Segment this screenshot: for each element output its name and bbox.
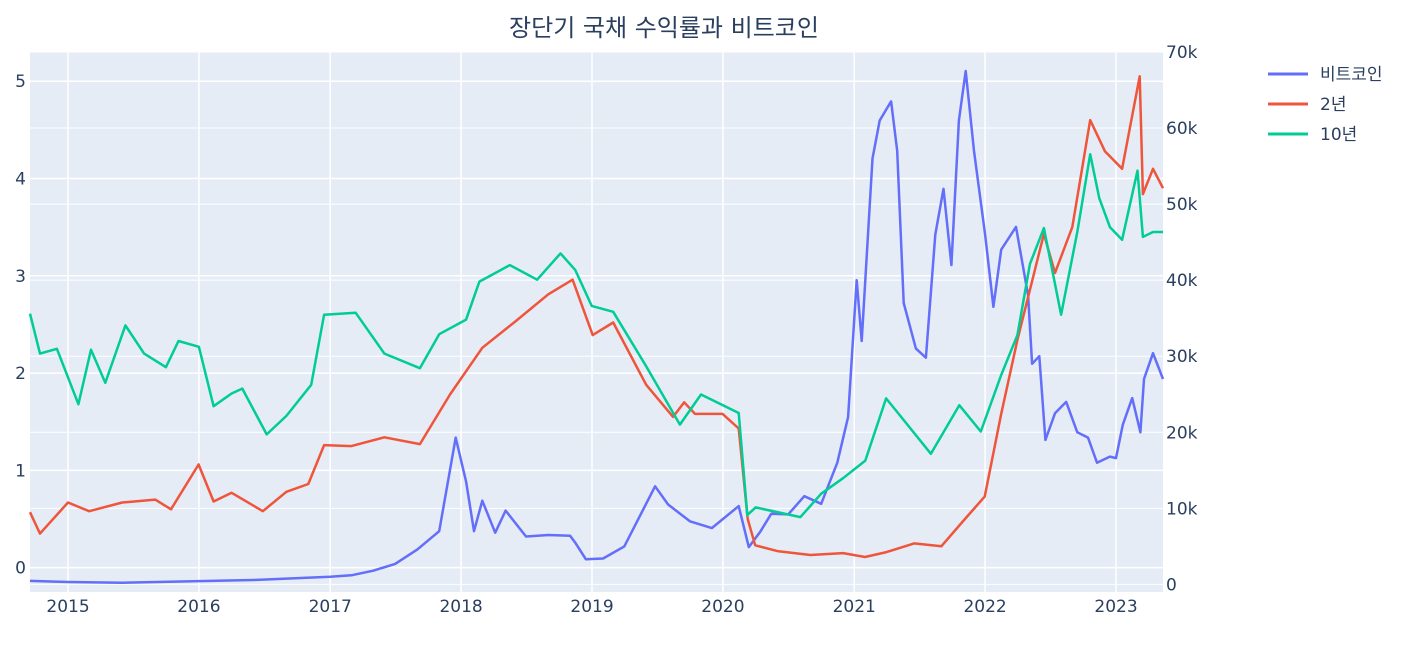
grid-lines — [30, 51, 1163, 592]
legend-label: 비트코인 — [1320, 65, 1383, 85]
y-left-tick-label: 3 — [15, 267, 26, 287]
x-tick-label: 2020 — [701, 597, 744, 617]
x-tick-label: 2023 — [1094, 597, 1137, 617]
plot-background — [30, 52, 1163, 592]
y-left-tick-label: 1 — [15, 461, 26, 481]
series-line-비트코인 — [29, 69, 1165, 584]
legend-label: 2년 — [1320, 95, 1346, 115]
y-left-tick-label: 4 — [15, 169, 26, 189]
y-right-tick-label: 10k — [1166, 499, 1198, 519]
y-left-tick-label: 5 — [15, 72, 26, 92]
y-left-tick-label: 0 — [15, 559, 26, 579]
x-tick-label: 2018 — [439, 597, 482, 617]
y-right-tick-label: 30k — [1166, 347, 1198, 367]
legend-item[interactable]: 2년 — [1268, 95, 1346, 115]
y-right-tick-label: 70k — [1166, 43, 1198, 63]
y-axis-right-ticks: 0 10k 20k 30k 40k 50k 60k 70k — [1166, 43, 1198, 595]
x-tick-label: 2016 — [177, 597, 220, 617]
chart-title: 장단기 국채 수익률과 비트코인 — [509, 14, 819, 42]
y-left-tick-label: 2 — [15, 364, 26, 384]
legend-item[interactable]: 10년 — [1268, 125, 1357, 145]
legend-item[interactable]: 비트코인 — [1268, 65, 1383, 85]
x-tick-label: 2021 — [833, 597, 876, 617]
y-right-tick-label: 60k — [1166, 119, 1198, 139]
x-tick-label: 2022 — [963, 597, 1006, 617]
y-axis-left-ticks: 0 1 2 3 4 5 — [15, 72, 26, 578]
x-axis-ticks: 2015 2016 2017 2018 2019 2020 2021 2022 2023 — [46, 597, 1137, 617]
x-tick-label: 2015 — [46, 597, 89, 617]
x-tick-label: 2019 — [570, 597, 613, 617]
y-right-tick-label: 20k — [1166, 423, 1198, 443]
y-right-tick-label: 50k — [1166, 195, 1198, 215]
series-lines — [28, 69, 1165, 584]
x-tick-label: 2017 — [309, 597, 352, 617]
y-right-tick-label: 40k — [1166, 271, 1198, 291]
series-line-10년 — [28, 152, 1163, 519]
y-right-tick-label: 0 — [1166, 575, 1177, 595]
legend-label: 10년 — [1320, 125, 1357, 145]
legend[interactable]: 비트코인 2년 10년 — [1268, 65, 1383, 145]
